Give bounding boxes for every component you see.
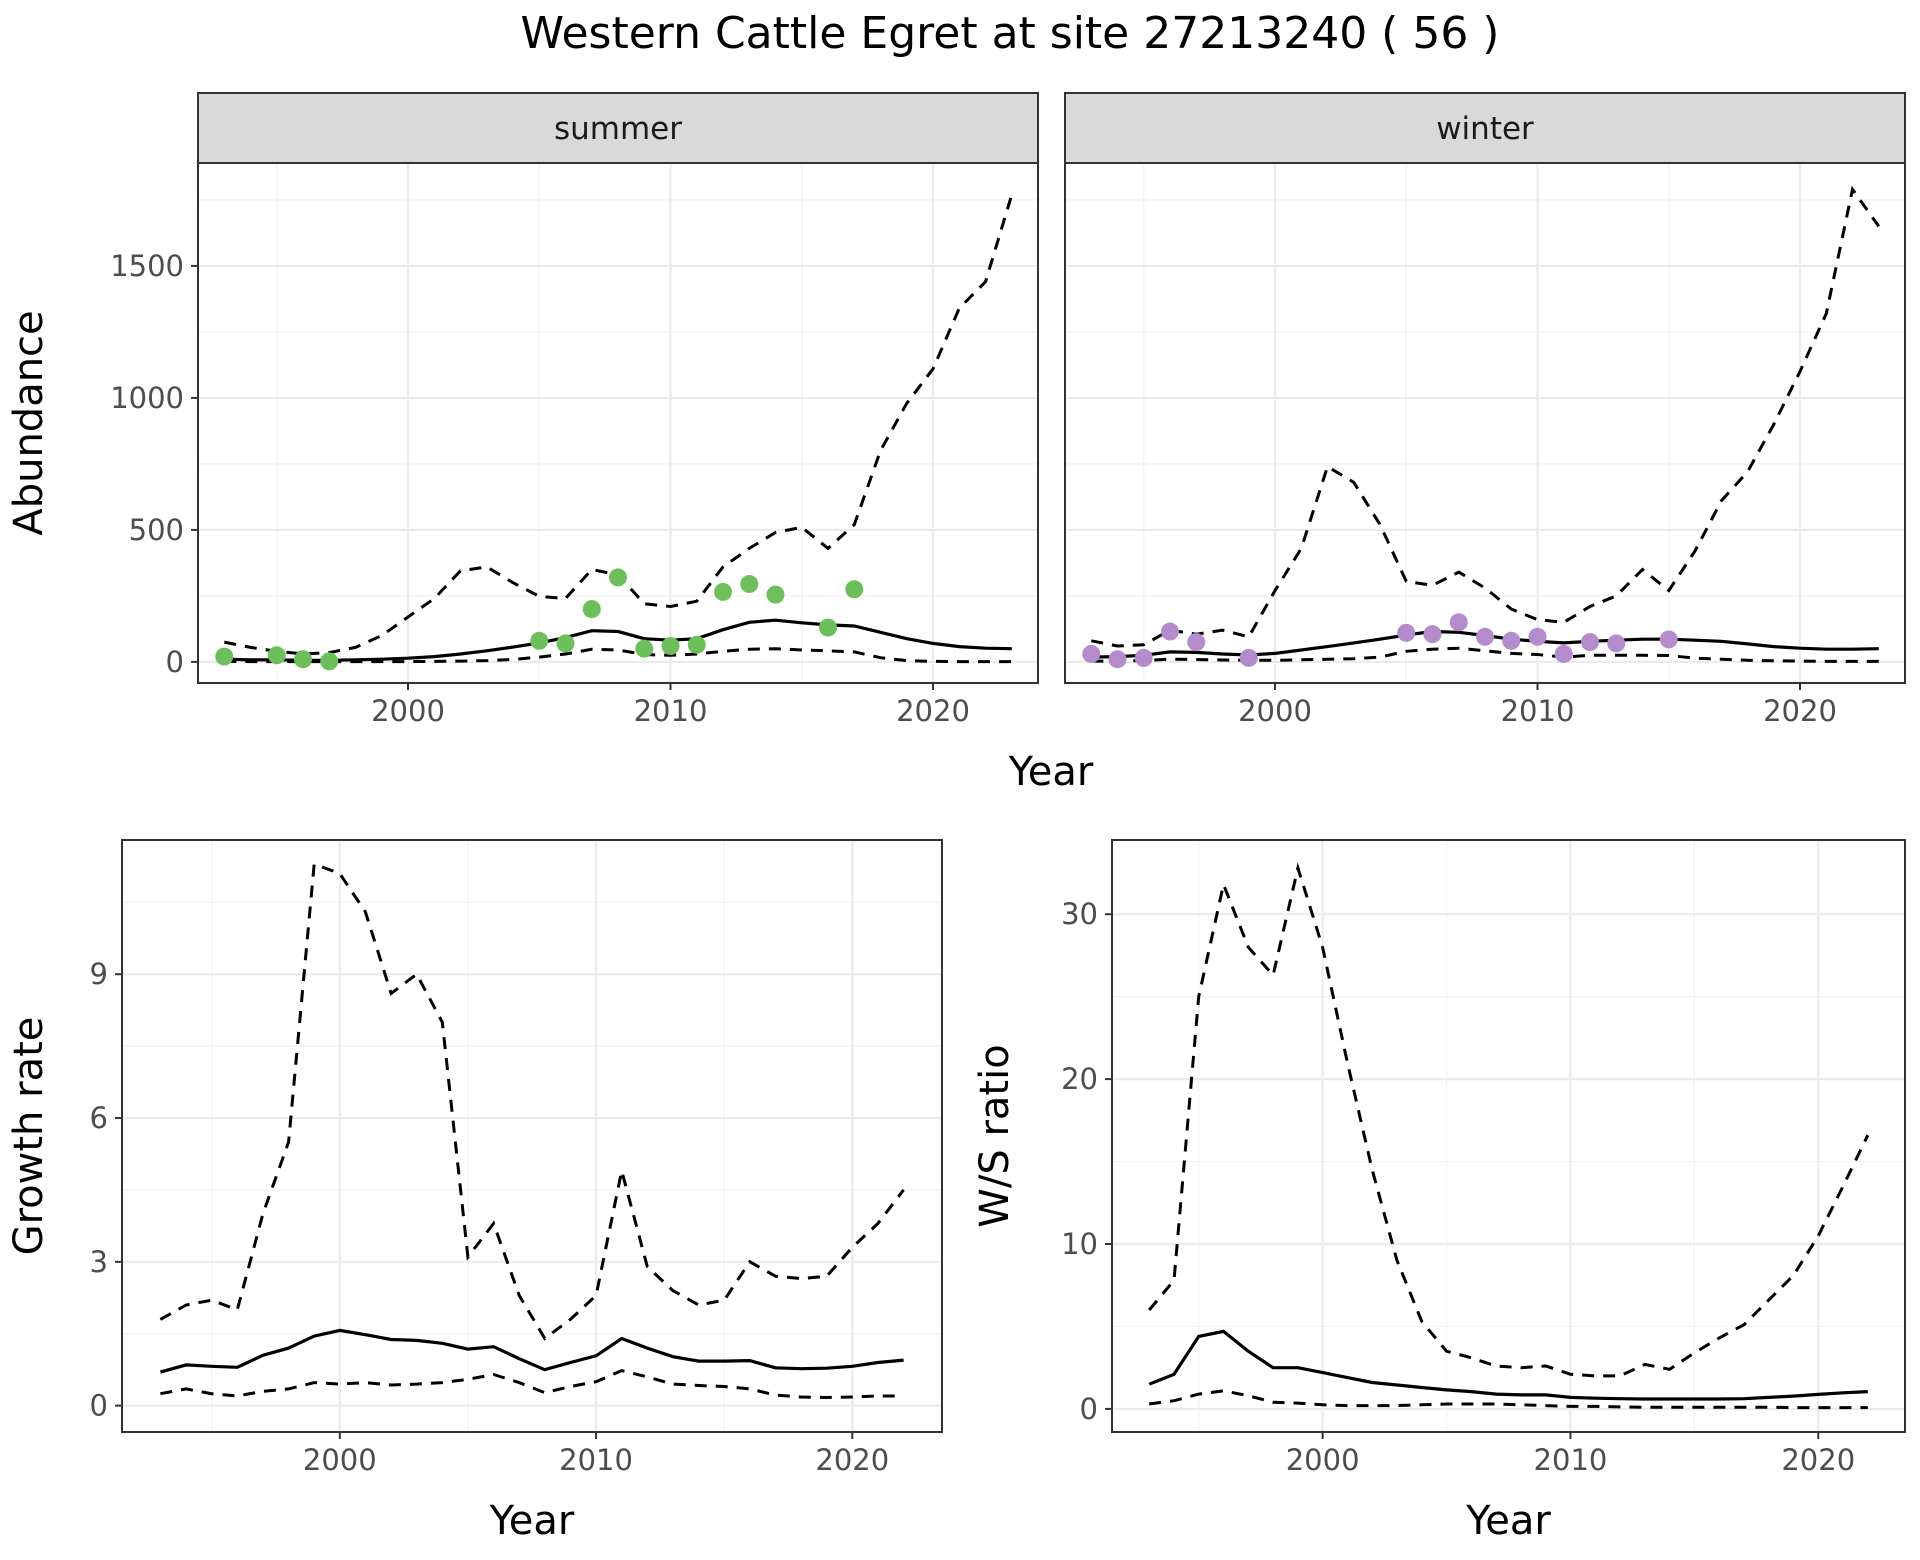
series-line-upper bbox=[1091, 185, 1881, 648]
grid-winter bbox=[1065, 163, 1905, 683]
data-point bbox=[1134, 648, 1153, 667]
data-point bbox=[530, 631, 549, 650]
y-tick-label: 6 bbox=[90, 1101, 108, 1135]
series-summer bbox=[215, 194, 1014, 671]
y-tick-label: 9 bbox=[90, 957, 108, 991]
series-ratio bbox=[1148, 862, 1870, 1410]
data-point bbox=[1423, 625, 1442, 644]
x-tick-label: 2020 bbox=[1763, 694, 1837, 728]
x-tick-label: 2000 bbox=[371, 694, 445, 728]
y-tick-label: 0 bbox=[1080, 1392, 1098, 1426]
panel-growth: 2000 2010 2020 0 3 6 9 Growth rate Year bbox=[6, 839, 943, 1544]
series-line-upper bbox=[159, 861, 905, 1341]
series-line-lower bbox=[224, 647, 1012, 664]
grid-summer bbox=[198, 163, 1038, 683]
y-tick-label: 0 bbox=[90, 1389, 108, 1423]
series-line-mean bbox=[1148, 1329, 1868, 1401]
series-line-lower bbox=[1149, 1389, 1868, 1410]
y-axis-title: Abundance bbox=[6, 310, 52, 535]
data-point bbox=[1397, 623, 1416, 642]
data-point bbox=[1502, 631, 1521, 650]
data-point bbox=[635, 639, 654, 658]
x-axis-title: Year bbox=[1465, 1498, 1551, 1544]
x-tick-label: 2000 bbox=[1286, 1443, 1360, 1477]
data-point bbox=[582, 600, 601, 619]
series-line-upper bbox=[1148, 862, 1870, 1378]
strip-summer bbox=[197, 92, 1039, 164]
data-point bbox=[1581, 633, 1599, 652]
y-axis-title: W/S ratio bbox=[972, 1044, 1018, 1227]
y-tick-label: 0 bbox=[166, 645, 184, 679]
y-tick-label: 10 bbox=[1061, 1227, 1098, 1261]
data-point bbox=[661, 637, 680, 656]
y-tick-label: 3 bbox=[90, 1245, 108, 1279]
strip-winter bbox=[1064, 92, 1906, 164]
data-point bbox=[819, 618, 837, 637]
data-point bbox=[1239, 648, 1258, 667]
data-point bbox=[1659, 630, 1678, 649]
x-tick-label: 2010 bbox=[634, 694, 708, 728]
data-point bbox=[215, 647, 234, 666]
panel-border-winter bbox=[1064, 162, 1906, 684]
strip-label-winter: winter bbox=[1436, 111, 1534, 147]
x-tick-label: 2010 bbox=[1534, 1443, 1608, 1477]
panel-border-growth bbox=[121, 839, 943, 1433]
data-point bbox=[294, 650, 312, 669]
y-tick-label: 20 bbox=[1061, 1062, 1098, 1096]
data-point bbox=[1449, 613, 1468, 632]
panel-border-summer bbox=[197, 162, 1039, 684]
y-tick-label: 1000 bbox=[110, 381, 184, 415]
data-point bbox=[267, 646, 286, 665]
data-point bbox=[714, 582, 732, 601]
grid-growth bbox=[122, 840, 942, 1432]
x-axis-title: Year bbox=[489, 1498, 575, 1544]
data-point bbox=[687, 635, 706, 654]
data-point bbox=[609, 568, 627, 587]
data-point bbox=[845, 580, 864, 599]
data-point bbox=[1476, 627, 1494, 646]
data-point bbox=[556, 634, 575, 653]
data-point bbox=[1187, 633, 1206, 652]
data-point bbox=[1161, 622, 1179, 641]
panel-ratio: 2000 2010 2020 0 10 20 30 W/S ratio Year bbox=[972, 839, 1906, 1544]
data-point bbox=[1554, 644, 1573, 663]
y-tick-label: 30 bbox=[1061, 897, 1098, 931]
series-growth bbox=[159, 861, 905, 1400]
data-point bbox=[740, 575, 759, 594]
x-tick-label: 2000 bbox=[303, 1443, 377, 1477]
series-line-mean bbox=[159, 1328, 904, 1374]
y-axis-title: Growth rate bbox=[6, 1017, 52, 1256]
panel-border-ratio bbox=[1111, 839, 1906, 1433]
data-point bbox=[320, 652, 339, 671]
y-tick-label: 500 bbox=[129, 513, 184, 547]
grid-ratio bbox=[1112, 840, 1905, 1432]
series-line-mean bbox=[224, 618, 1012, 662]
data-point bbox=[1082, 644, 1101, 663]
series-line-lower bbox=[1091, 646, 1879, 663]
x-tick-label: 2020 bbox=[1781, 1443, 1855, 1477]
data-point bbox=[1108, 650, 1127, 669]
x-tick-label: 2010 bbox=[1501, 694, 1575, 728]
data-point bbox=[766, 585, 785, 604]
series-line-lower bbox=[160, 1369, 904, 1400]
panel-summer: summer 2000 2010 2020 0 500 1000 1500 Abundance bbox=[6, 92, 1039, 728]
x-tick-label: 2010 bbox=[559, 1443, 633, 1477]
chart-title: Western Cattle Egret at site 27213240 ( … bbox=[521, 8, 1500, 59]
data-point bbox=[1607, 634, 1626, 653]
strip-label-summer: summer bbox=[554, 111, 682, 147]
x-axis-title-facets: Year bbox=[1008, 749, 1094, 795]
panel-winter: winter 2000 2010 2020 bbox=[1064, 92, 1906, 728]
x-tick-label: 2000 bbox=[1238, 694, 1312, 728]
data-point bbox=[1528, 627, 1547, 646]
series-winter bbox=[1082, 185, 1881, 669]
x-tick-label: 2020 bbox=[815, 1443, 889, 1477]
x-tick-label: 2020 bbox=[896, 694, 970, 728]
y-tick-label: 1500 bbox=[110, 249, 184, 283]
